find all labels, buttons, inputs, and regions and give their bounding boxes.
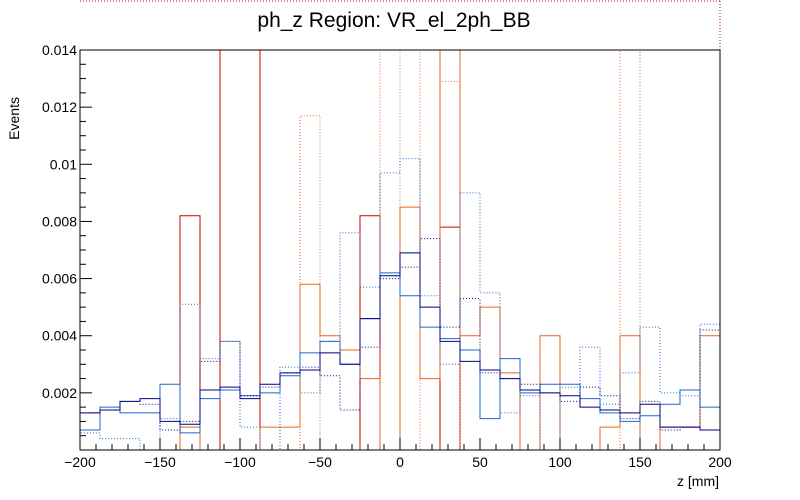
y-tick-label: 0.01 [50, 156, 77, 172]
x-tick-label: −150 [144, 454, 176, 470]
series-layer [80, 50, 720, 450]
x-tick-label: 50 [472, 454, 488, 470]
x-tick-label: 100 [548, 454, 572, 470]
y-tick-label: 0.004 [42, 328, 77, 344]
x-tick-label: 200 [708, 454, 732, 470]
series-0-line [80, 50, 720, 450]
x-tick-label: 0 [396, 454, 404, 470]
series-3-line [80, 272, 720, 450]
x-axis-label: z [mm] [677, 473, 719, 489]
x-tick-label: −200 [64, 454, 96, 470]
x-tick-label: −100 [224, 454, 256, 470]
x-tick-label: −50 [308, 454, 332, 470]
y-tick-label: 0.012 [42, 99, 77, 115]
y-tick-label: 0.008 [42, 213, 77, 229]
y-tick-label: 0.014 [42, 42, 77, 58]
chart-title: ph_z Region: VR_el_2ph_BB [257, 9, 530, 32]
y-axis-label: Events [6, 97, 22, 140]
x-tick-label: 150 [628, 454, 652, 470]
y-tick-label: 0.002 [42, 385, 77, 401]
ticks-layer: −200 −150 −100 −50 0 50 100 150 200 0.002 0.004 0.0… [42, 42, 732, 470]
series-4-line [80, 158, 720, 450]
y-tick-label: 0.006 [42, 271, 77, 287]
